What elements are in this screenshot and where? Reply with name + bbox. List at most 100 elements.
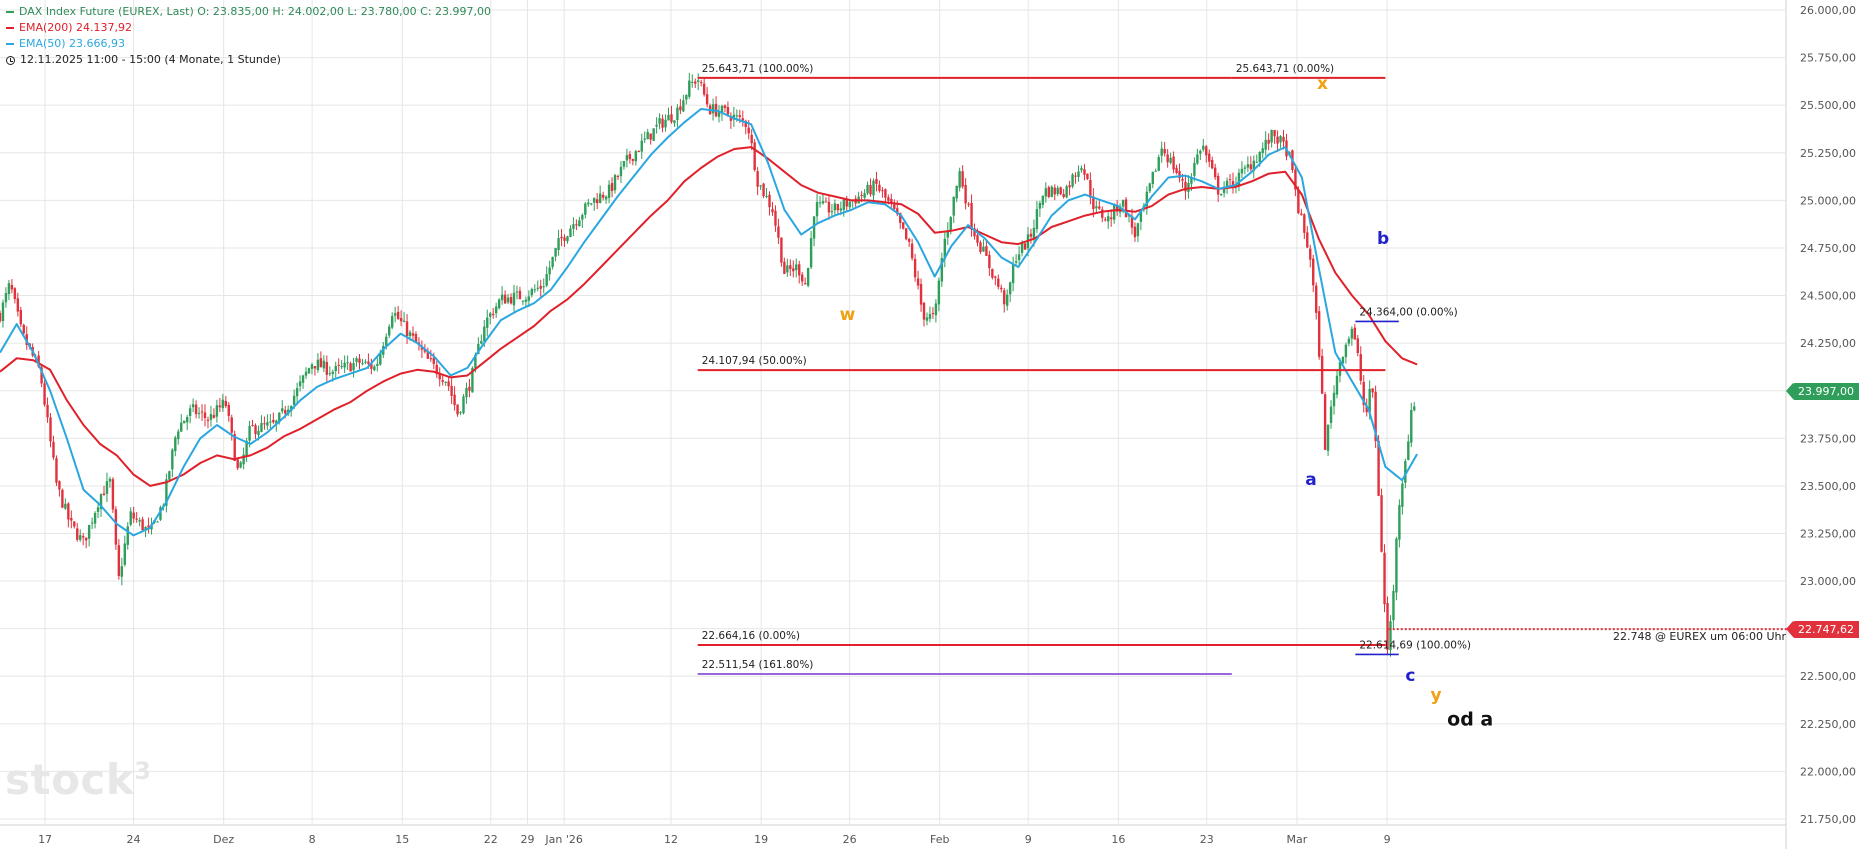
candle-body bbox=[1050, 186, 1053, 198]
candle-body bbox=[863, 193, 866, 198]
candle-body bbox=[93, 512, 97, 524]
candle-body bbox=[1213, 167, 1217, 178]
x-tick-label: 15 bbox=[395, 833, 409, 846]
candle-body bbox=[795, 264, 798, 271]
candlesticks bbox=[0, 72, 1416, 657]
candle-body bbox=[521, 300, 525, 302]
candle-body bbox=[949, 217, 952, 232]
candle-body bbox=[637, 151, 640, 153]
candle-body bbox=[533, 289, 536, 291]
wave-label: w bbox=[840, 305, 856, 325]
candle-body bbox=[646, 132, 649, 140]
candle-body bbox=[1086, 173, 1089, 180]
candle-body bbox=[1261, 148, 1264, 154]
candle-body bbox=[833, 203, 837, 211]
candle-body bbox=[1089, 180, 1092, 198]
candle-body bbox=[985, 246, 988, 256]
candle-body bbox=[61, 489, 64, 508]
candle-body bbox=[1098, 206, 1101, 209]
candle-body bbox=[780, 237, 783, 263]
candle-body bbox=[497, 299, 501, 309]
candle-body bbox=[1163, 149, 1166, 154]
reference-price-note: 22.748 @ EUREX um 06:00 Uhr bbox=[1613, 630, 1787, 643]
candle-body bbox=[245, 440, 248, 456]
candle-body bbox=[1181, 179, 1184, 181]
candle-body bbox=[1041, 195, 1045, 205]
candle-body bbox=[1338, 362, 1342, 376]
candle-body bbox=[138, 520, 141, 522]
candle-body bbox=[468, 386, 471, 391]
candle-body bbox=[1407, 441, 1410, 461]
candle-body bbox=[762, 183, 765, 197]
candle-body bbox=[79, 535, 82, 540]
candle-body bbox=[744, 120, 747, 128]
last-price-tag: 23.997,00 bbox=[1786, 382, 1859, 400]
candle-body bbox=[958, 171, 961, 188]
candle-body bbox=[1410, 410, 1413, 443]
candle-body bbox=[281, 408, 284, 412]
candle-body bbox=[967, 203, 970, 205]
candle-body bbox=[893, 204, 896, 209]
candle-body bbox=[1003, 290, 1006, 305]
candle-body bbox=[741, 118, 744, 121]
candle-body bbox=[447, 381, 450, 387]
candle-body bbox=[628, 154, 632, 160]
candle-body bbox=[679, 106, 682, 111]
clock-icon bbox=[6, 55, 15, 65]
candle-body bbox=[171, 449, 174, 470]
candle-body bbox=[1335, 375, 1339, 395]
x-tick-label: 22 bbox=[484, 833, 498, 846]
legend-ema50: EMA(50) 23.666,93 bbox=[19, 37, 126, 50]
candle-body bbox=[385, 336, 388, 346]
candle-body bbox=[1341, 356, 1345, 364]
candle-body bbox=[477, 344, 480, 354]
candle-body bbox=[916, 278, 920, 286]
candle-body bbox=[1326, 424, 1330, 451]
candle-body bbox=[705, 94, 709, 105]
candle-body bbox=[1083, 169, 1086, 175]
candle-body bbox=[307, 368, 311, 374]
candle-body bbox=[233, 434, 236, 461]
candle-body bbox=[928, 314, 932, 319]
candle-body bbox=[278, 412, 281, 423]
candle-body bbox=[1011, 263, 1015, 284]
candle-body bbox=[946, 230, 949, 238]
candle-body bbox=[147, 525, 150, 528]
x-tick-label: 26 bbox=[843, 833, 857, 846]
candle-body bbox=[236, 459, 239, 469]
price-tag-arrow bbox=[1786, 620, 1793, 637]
y-tick-label: 24.250,00 bbox=[1800, 337, 1856, 350]
candle-body bbox=[1053, 187, 1056, 195]
candle-body bbox=[509, 297, 513, 304]
candle-body bbox=[227, 404, 230, 416]
candle-body bbox=[10, 284, 14, 290]
candle-body bbox=[239, 462, 242, 468]
candle-body bbox=[358, 358, 361, 363]
candle-body bbox=[1279, 136, 1282, 143]
wave-label: y bbox=[1430, 686, 1441, 706]
candle-body bbox=[254, 425, 257, 435]
candle-body bbox=[1211, 160, 1214, 169]
candle-body bbox=[206, 419, 210, 421]
candle-body bbox=[563, 237, 566, 241]
candle-body bbox=[81, 536, 85, 538]
candle-body bbox=[750, 134, 753, 144]
candle-body bbox=[1172, 156, 1175, 170]
candle-body bbox=[934, 303, 938, 316]
y-tick-label: 25.000,00 bbox=[1800, 194, 1856, 207]
candle-body bbox=[842, 199, 845, 210]
candle-body bbox=[388, 326, 391, 336]
candle-body bbox=[393, 313, 397, 316]
candle-body bbox=[643, 138, 646, 140]
candle-body bbox=[1124, 199, 1128, 218]
candle-body bbox=[1249, 164, 1253, 170]
candle-body bbox=[183, 420, 186, 424]
candle-body bbox=[655, 124, 658, 127]
candle-body bbox=[1187, 183, 1190, 192]
candle-body bbox=[1017, 254, 1021, 261]
candle-body bbox=[58, 481, 61, 490]
candle-body bbox=[129, 511, 132, 525]
candle-body bbox=[759, 185, 762, 187]
candle-body bbox=[1205, 146, 1208, 156]
